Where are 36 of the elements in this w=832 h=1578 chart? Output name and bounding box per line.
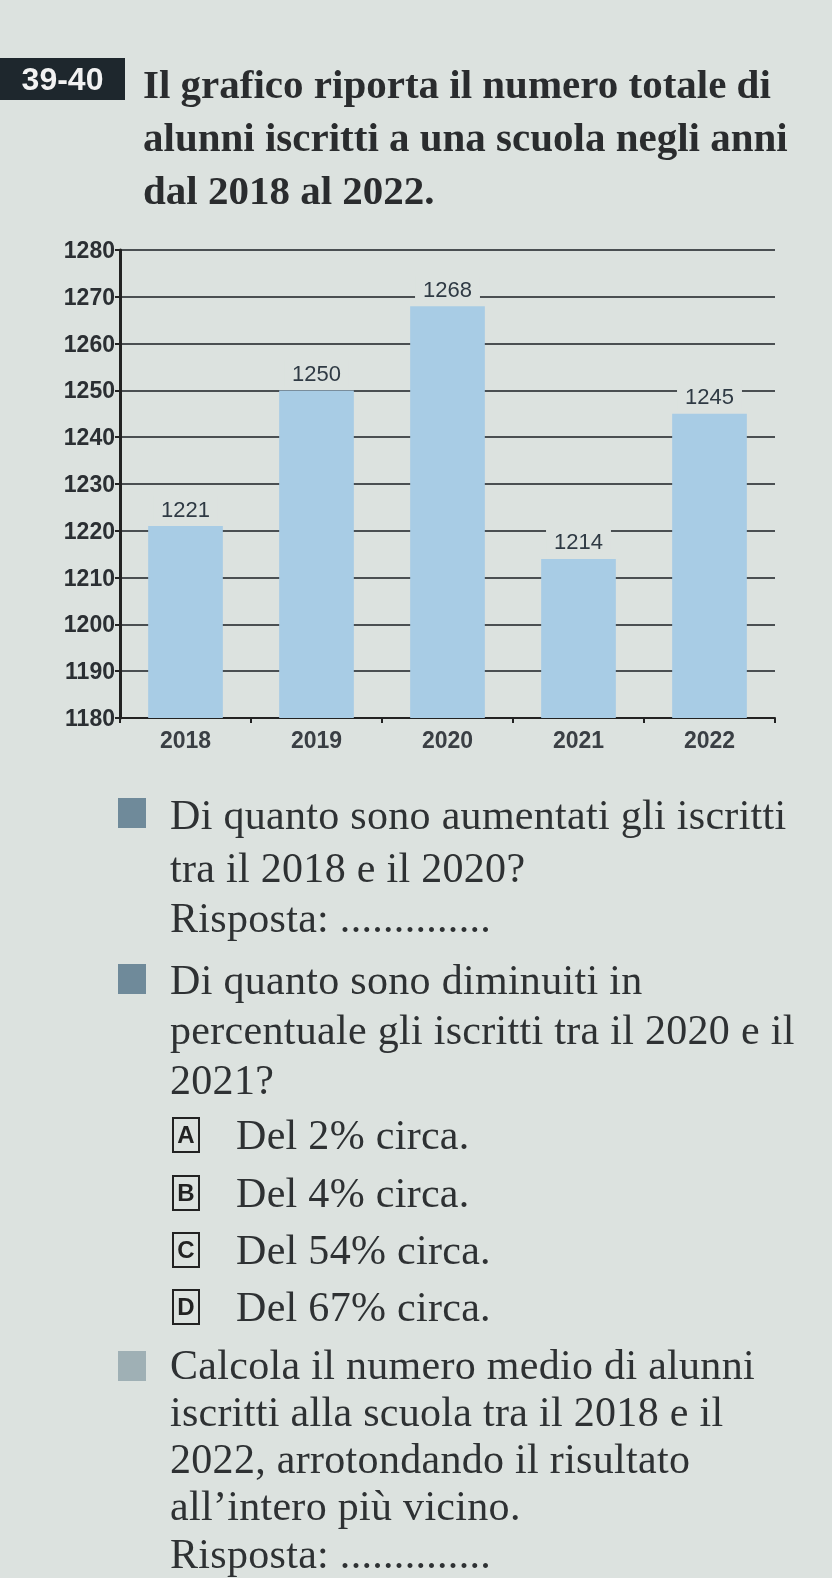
text: Del 67% circa. [236,1283,491,1332]
x-tick-label: 2021 [552,726,605,753]
text: Calcola il numero medio di alunni iscritti alla scuola tra il 2018 e il 2022, arrotondando il risultato all’intero più vicino. [170,1342,756,1530]
data-label: 1221 [161,496,210,522]
y-tick-label: 1230 [63,471,115,497]
y-tick-label: 1260 [63,330,115,357]
text: Del 4% circa. [236,1169,470,1218]
data-label: 1245 [685,384,734,410]
x-tick-label: 2020 [421,726,474,753]
y-tick-label: 1280 [63,237,115,263]
text: Del 54% circa. [236,1226,491,1275]
data-label: 1250 [292,360,341,386]
y-tick-label: 1200 [63,611,115,638]
text: A [172,1117,200,1153]
text: B [172,1175,200,1211]
text: D [172,1289,200,1325]
text: 39-40 [0,58,125,100]
chart-title: Il grafico riporta il numero totale di alunni iscritti a una scuola negli anni dal 2018 al 2022. [143,60,789,215]
x-tick-label: 2019 [290,726,343,753]
y-tick-label: 1270 [63,283,115,310]
y-tick-label: 1190 [65,658,115,685]
x-tick-label: 2022 [683,726,736,753]
x-tick-label: 2018 [159,726,212,753]
text: Risposta: .............. [170,894,492,943]
y-tick-label: 1210 [63,564,115,591]
y-tick-label: 1180 [65,705,115,731]
y-tick-label: 1240 [63,424,115,451]
text: Risposta: .............. [170,1531,492,1577]
data-label: 1214 [554,529,603,555]
text: Di quanto sono diminuiti in percentuale gli iscritti tra il 2020 e il 2021? [170,956,796,1105]
text: C [172,1232,200,1268]
y-tick-label: 1250 [63,377,115,404]
y-tick-label: 1220 [63,517,115,544]
text: Del 2% circa. [236,1111,470,1160]
data-label: 1268 [423,276,472,302]
text: Di quanto sono aumentati gli iscritti tra il 2018 e il 2020? [170,791,788,893]
